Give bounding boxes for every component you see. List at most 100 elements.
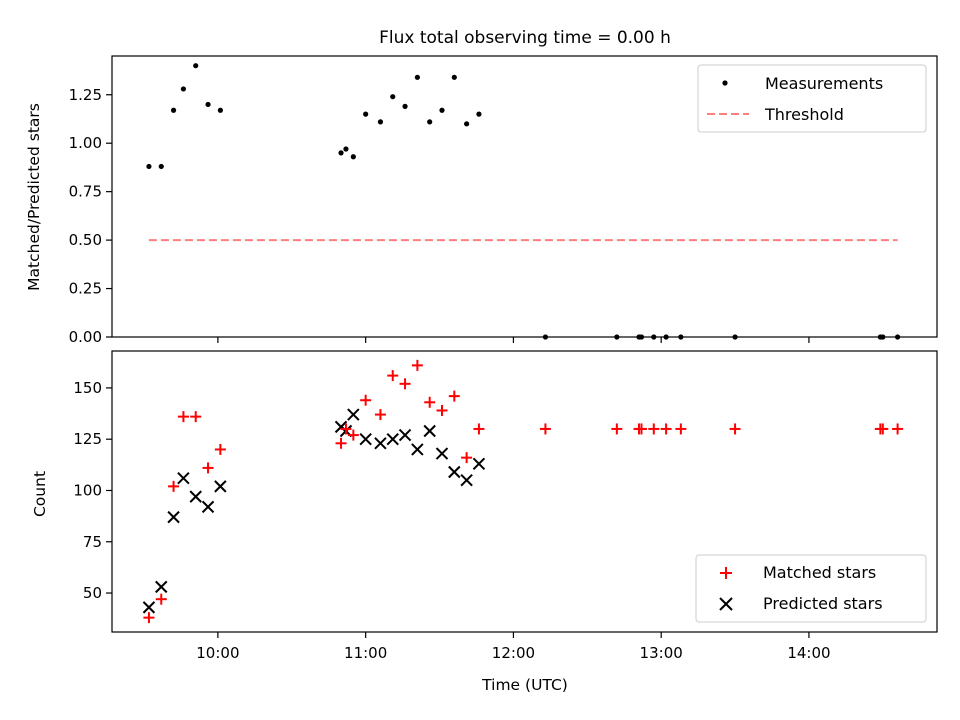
bottom-legend: Matched stars Predicted stars — [695, 554, 927, 623]
matched-star-marker — [374, 409, 386, 421]
matched-star-marker — [177, 411, 189, 423]
measurement-point — [363, 111, 369, 117]
measurement-point — [350, 154, 356, 160]
bottom-marks — [142, 359, 904, 624]
top-x-ticks — [217, 337, 810, 343]
bottom-y-ticks: 50 75 100 125 150 — [73, 379, 112, 602]
y-tick-label: 0.75 — [69, 183, 102, 201]
measurement-point — [205, 101, 211, 108]
measurement-point — [451, 74, 457, 80]
x-tick-label: 11:00 — [344, 644, 387, 662]
measurement-point — [217, 107, 223, 113]
predicted-star-marker — [359, 432, 372, 446]
legend-marker-matched-stars — [720, 567, 732, 579]
measurement-point — [402, 103, 408, 109]
x-tick-label: 10:00 — [196, 644, 239, 662]
y-tick-label: 1.25 — [69, 86, 102, 104]
predicted-star-marker — [398, 428, 412, 442]
x-tick-label: 14:00 — [787, 644, 830, 662]
y-tick-label: 0.00 — [69, 328, 102, 346]
legend-label-matched-stars: Matched stars — [763, 563, 876, 582]
measurement-point — [193, 63, 199, 69]
measurement-point — [343, 146, 349, 152]
predicted-marker-stroke — [472, 457, 486, 471]
predicted-marker-stroke — [201, 500, 215, 514]
y-tick-label: 100 — [73, 481, 102, 499]
matched-star-marker — [155, 593, 167, 605]
predicted-marker-stroke — [347, 408, 360, 421]
predicted-star-marker — [167, 510, 180, 524]
measurement-point — [414, 74, 420, 80]
top-y-axis-label: Matched/Predicted stars — [25, 103, 43, 291]
measurement-point — [476, 111, 482, 117]
top-legend: Measurements Threshold — [697, 64, 927, 133]
measurement-point — [377, 119, 384, 125]
top-y-ticks: 0.00 0.25 0.50 0.75 1.00 1.25 — [69, 86, 112, 346]
y-tick-label: 75 — [83, 533, 102, 551]
measurement-point — [464, 121, 470, 127]
legend-label-threshold: Threshold — [764, 105, 844, 124]
y-tick-label: 125 — [73, 430, 102, 448]
predicted-marker-stroke — [142, 601, 156, 614]
bottom-x-axis-label: Time (UTC) — [481, 676, 568, 694]
predicted-marker-stroke — [155, 580, 168, 594]
predicted-star-marker — [214, 480, 227, 493]
matched-star-marker — [399, 378, 411, 390]
predicted-star-marker — [347, 408, 360, 421]
y-tick-label: 150 — [73, 379, 102, 397]
bottom-y-axis-label: Count — [31, 471, 49, 517]
matched-star-marker — [335, 437, 347, 449]
matched-star-marker — [729, 423, 741, 435]
matched-star-marker — [461, 452, 473, 464]
predicted-star-marker — [448, 465, 461, 479]
predicted-marker-stroke — [398, 428, 412, 442]
predicted-marker-stroke — [189, 490, 202, 503]
top-axes-frame — [111, 55, 938, 338]
x-tick-label: 13:00 — [640, 644, 683, 662]
matched-star-marker — [648, 423, 660, 435]
y-tick-label: 0.25 — [69, 280, 102, 298]
predicted-marker-stroke — [359, 432, 372, 446]
matched-star-marker — [143, 612, 155, 624]
predicted-marker-stroke — [167, 510, 180, 524]
matched-star-marker — [214, 443, 226, 455]
matched-star-marker — [539, 423, 551, 435]
matched-star-marker — [892, 423, 904, 435]
predicted-star-marker — [386, 432, 399, 446]
predicted-star-marker — [460, 474, 473, 487]
bottom-x-ticks: 10:00 11:00 12:00 13:00 14:00 — [196, 632, 831, 662]
legend-label-predicted-stars: Predicted stars — [763, 594, 883, 613]
matched-star-marker — [190, 411, 202, 423]
measurement-point — [338, 150, 344, 156]
predicted-star-marker — [142, 601, 156, 614]
predicted-marker-stroke — [423, 424, 436, 438]
bottom-axes-frame — [111, 350, 938, 633]
predicted-marker-stroke — [411, 443, 424, 456]
matched-star-marker — [436, 404, 448, 416]
predicted-star-marker — [177, 471, 190, 485]
predicted-marker-stroke — [214, 480, 227, 493]
predicted-marker-stroke — [177, 471, 190, 485]
matched-star-marker — [387, 370, 399, 382]
matched-star-marker — [202, 462, 214, 474]
predicted-marker-stroke — [374, 437, 387, 450]
measurement-point — [439, 107, 445, 113]
predicted-star-marker — [201, 500, 215, 514]
predicted-star-marker — [472, 457, 486, 471]
predicted-star-marker — [374, 437, 387, 450]
measurement-point — [180, 86, 187, 92]
measurement-point — [170, 107, 177, 113]
predicted-star-marker — [435, 447, 449, 460]
matched-star-marker — [347, 429, 359, 441]
predicted-marker-stroke — [448, 465, 461, 479]
predicted-star-marker — [411, 443, 424, 456]
predicted-star-marker — [155, 580, 168, 594]
matched-star-marker — [635, 423, 647, 435]
matched-star-marker — [448, 390, 460, 402]
predicted-marker-stroke — [435, 447, 449, 460]
predicted-marker-stroke — [386, 432, 399, 446]
matched-star-marker — [340, 423, 352, 435]
chart-title: Flux total observing time = 0.00 h — [379, 28, 671, 48]
